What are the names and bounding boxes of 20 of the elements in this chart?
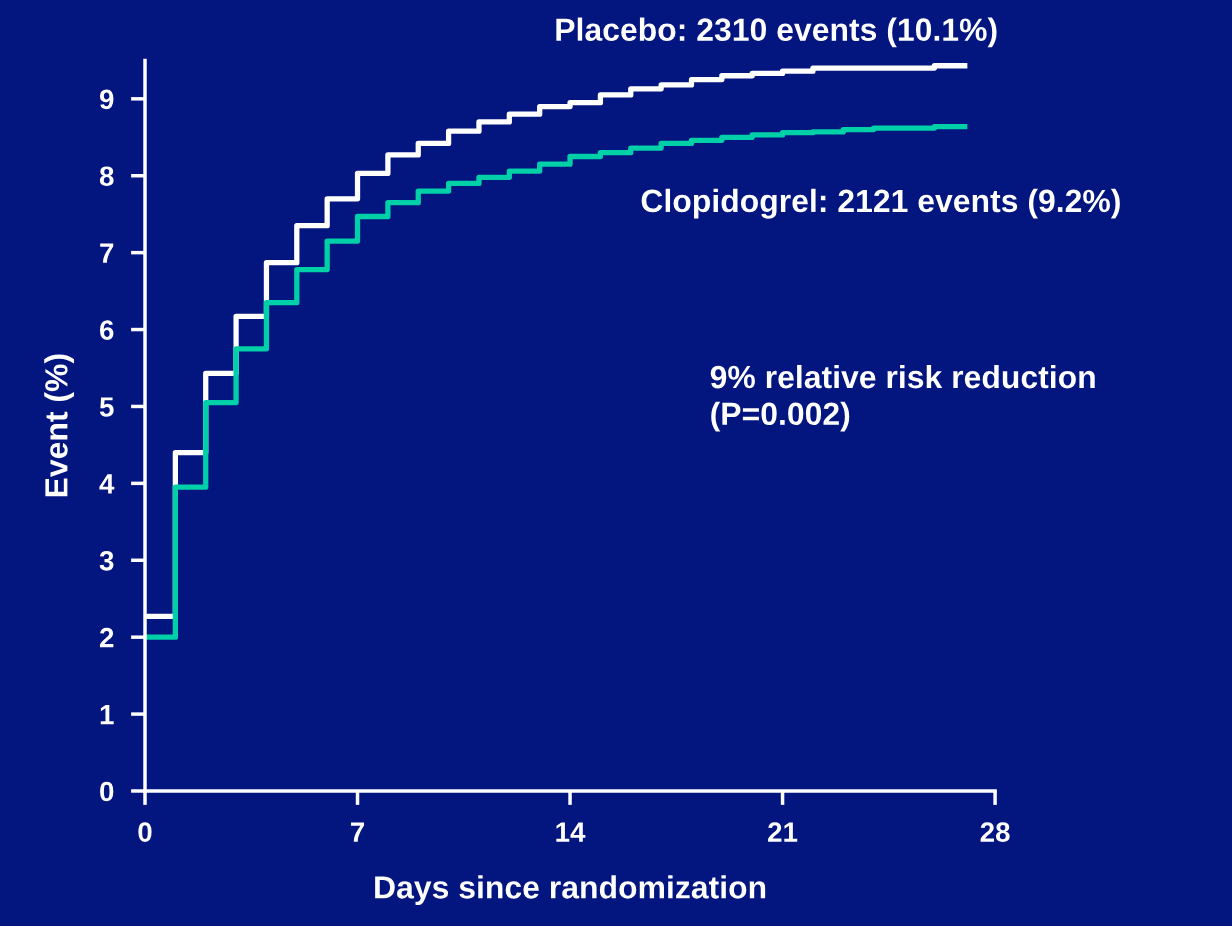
y-tick-label: 3 [99,550,114,571]
y-tick-label: 6 [100,320,114,340]
y-axis-title: Event (%) [44,354,74,497]
y-tick-label: 7 [100,243,114,263]
y-tick-label: 9 [99,89,114,110]
x-tick-label: 0 [138,822,152,842]
x-tick-label: 7 [351,822,365,842]
y-tick-label: 2 [99,627,114,648]
x-tick-label: 14 [556,822,586,842]
annotation: 9% relative risk reduction (P=0.002) [710,364,1095,432]
x-tick-label: 28 [980,822,1010,842]
y-tick-label: 0 [100,781,114,802]
series-label: Clopidogrel: 2121 events (9.2%) [641,188,1120,219]
y-tick-label: 4 [99,474,115,494]
x-axis-title: Days since randomization [375,875,766,905]
y-tick-label: 5 [99,397,114,417]
x-tick-label: 21 [768,822,798,842]
y-tick-label: 8 [99,166,114,187]
series-label: Placebo: 2310 events (10.1%) [556,17,997,48]
y-tick-label: 1 [100,705,114,725]
